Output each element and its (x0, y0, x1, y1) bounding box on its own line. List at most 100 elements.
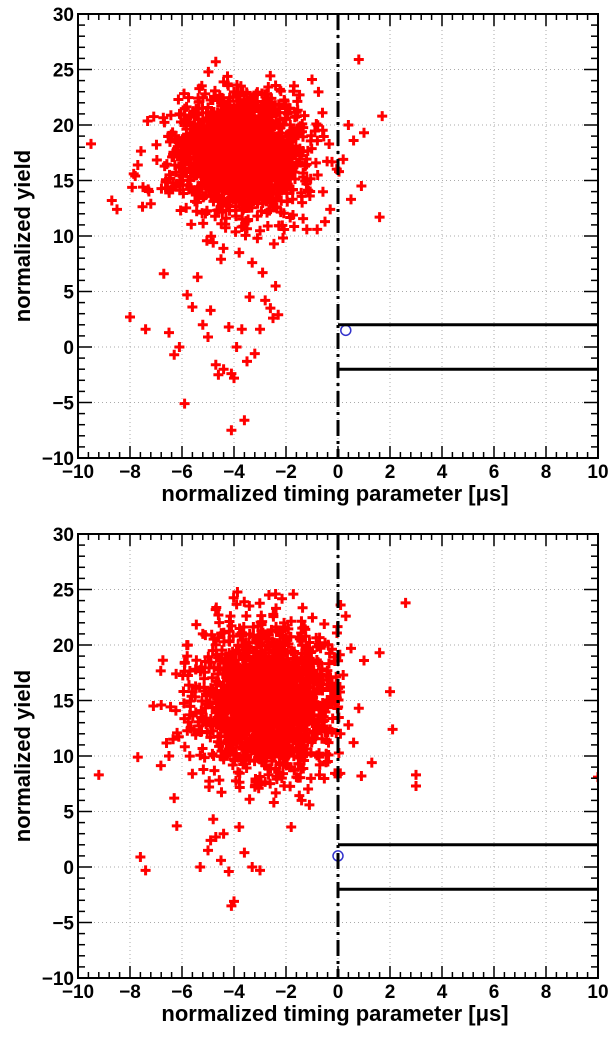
data-point (377, 111, 388, 122)
cluster-point (298, 694, 309, 705)
cluster-point (233, 135, 244, 146)
cluster-point (296, 191, 307, 202)
cluster-point (181, 101, 192, 112)
cluster-point (214, 775, 225, 786)
cluster-point (151, 154, 162, 165)
data-point (239, 847, 250, 858)
data-point (320, 216, 330, 227)
data-point (132, 159, 143, 170)
data-point (182, 651, 193, 662)
cluster-point (222, 653, 233, 664)
cluster-point (179, 103, 190, 114)
cluster-point (181, 202, 192, 213)
data-point (374, 212, 385, 223)
x-tick-label: −10 (62, 982, 94, 1003)
cluster-point (249, 111, 260, 122)
data-point (247, 257, 258, 268)
data-point (208, 814, 219, 825)
data-point (374, 647, 385, 658)
data-point (86, 138, 96, 149)
cluster-point (163, 131, 174, 142)
cluster-point (319, 773, 330, 784)
cluster-point (175, 109, 186, 120)
cluster-point (221, 213, 232, 224)
cluster-point (202, 699, 213, 710)
y-tick-label: 20 (53, 636, 74, 657)
cluster-point (169, 181, 180, 192)
cluster-point (216, 787, 227, 798)
x-tick-label: −4 (223, 462, 245, 483)
cluster-point (314, 701, 325, 712)
cluster-point (207, 672, 218, 683)
cluster-point (246, 188, 257, 199)
y-tick-label: −5 (52, 394, 74, 415)
y-axis-title: normalized yield (10, 150, 35, 322)
y-tick-label: 10 (53, 747, 74, 768)
cluster-point (212, 707, 223, 718)
cluster-point (258, 708, 269, 719)
data-point (255, 324, 265, 335)
data-point (296, 795, 307, 806)
cluster-point (324, 138, 335, 149)
cluster-point (279, 684, 290, 695)
cluster-point (296, 628, 307, 639)
cluster-point (268, 609, 279, 620)
data-point (164, 751, 174, 761)
data-point (197, 628, 208, 639)
cluster-point (170, 705, 181, 716)
data-point (411, 780, 421, 791)
cluster-point (287, 670, 298, 681)
cluster-point (261, 92, 272, 103)
data-point (171, 820, 182, 831)
cluster-point (212, 731, 223, 742)
data-point (236, 324, 247, 335)
cluster-point (281, 155, 292, 166)
cluster-point (224, 205, 235, 216)
cluster-point (202, 155, 213, 166)
cluster-point (188, 121, 199, 132)
data-markers (86, 54, 388, 436)
cluster-point (210, 211, 221, 222)
data-point (140, 324, 151, 335)
cluster-point (263, 637, 274, 648)
cluster-point (228, 120, 239, 131)
cluster-point (137, 201, 148, 212)
cluster-point (259, 179, 270, 190)
cluster-point (263, 82, 274, 93)
data-point (195, 862, 206, 872)
cluster-point (312, 170, 323, 181)
cluster-point (263, 769, 274, 780)
cluster-point (244, 600, 255, 611)
cluster-point (317, 107, 328, 118)
y-tick-label: −10 (42, 449, 74, 470)
cluster-point (263, 128, 274, 139)
cluster-point (275, 86, 286, 97)
cluster-point (253, 674, 264, 685)
cluster-point (239, 596, 250, 607)
cluster-point (264, 677, 275, 688)
cluster-point (203, 102, 214, 113)
data-point (205, 835, 216, 846)
cluster-point (259, 661, 270, 672)
cluster-point (160, 177, 171, 188)
cluster-point (236, 161, 247, 172)
x-tick-label: −8 (119, 462, 141, 483)
cluster-point (305, 773, 316, 784)
cluster-point (217, 92, 228, 103)
scatter-plot-top: −10 −8 −6 −4 −2 0 2 4 6 8 10 −10 −5 0 5 10 15 20 25 30 norma… (10, 5, 609, 506)
cluster-point (233, 679, 244, 690)
x-tick-label: −6 (171, 462, 193, 483)
cluster-point (244, 124, 255, 135)
data-point (356, 181, 367, 192)
cluster-point (226, 158, 237, 169)
cluster-point (204, 662, 215, 673)
data-point (158, 268, 169, 279)
cluster-point (244, 199, 255, 210)
cluster-point (218, 751, 229, 762)
cluster-point (179, 741, 190, 752)
cluster-point (266, 111, 277, 122)
cluster-point (291, 691, 302, 702)
data-point (169, 793, 180, 804)
cluster-point (240, 710, 251, 721)
cluster-point (327, 713, 338, 724)
